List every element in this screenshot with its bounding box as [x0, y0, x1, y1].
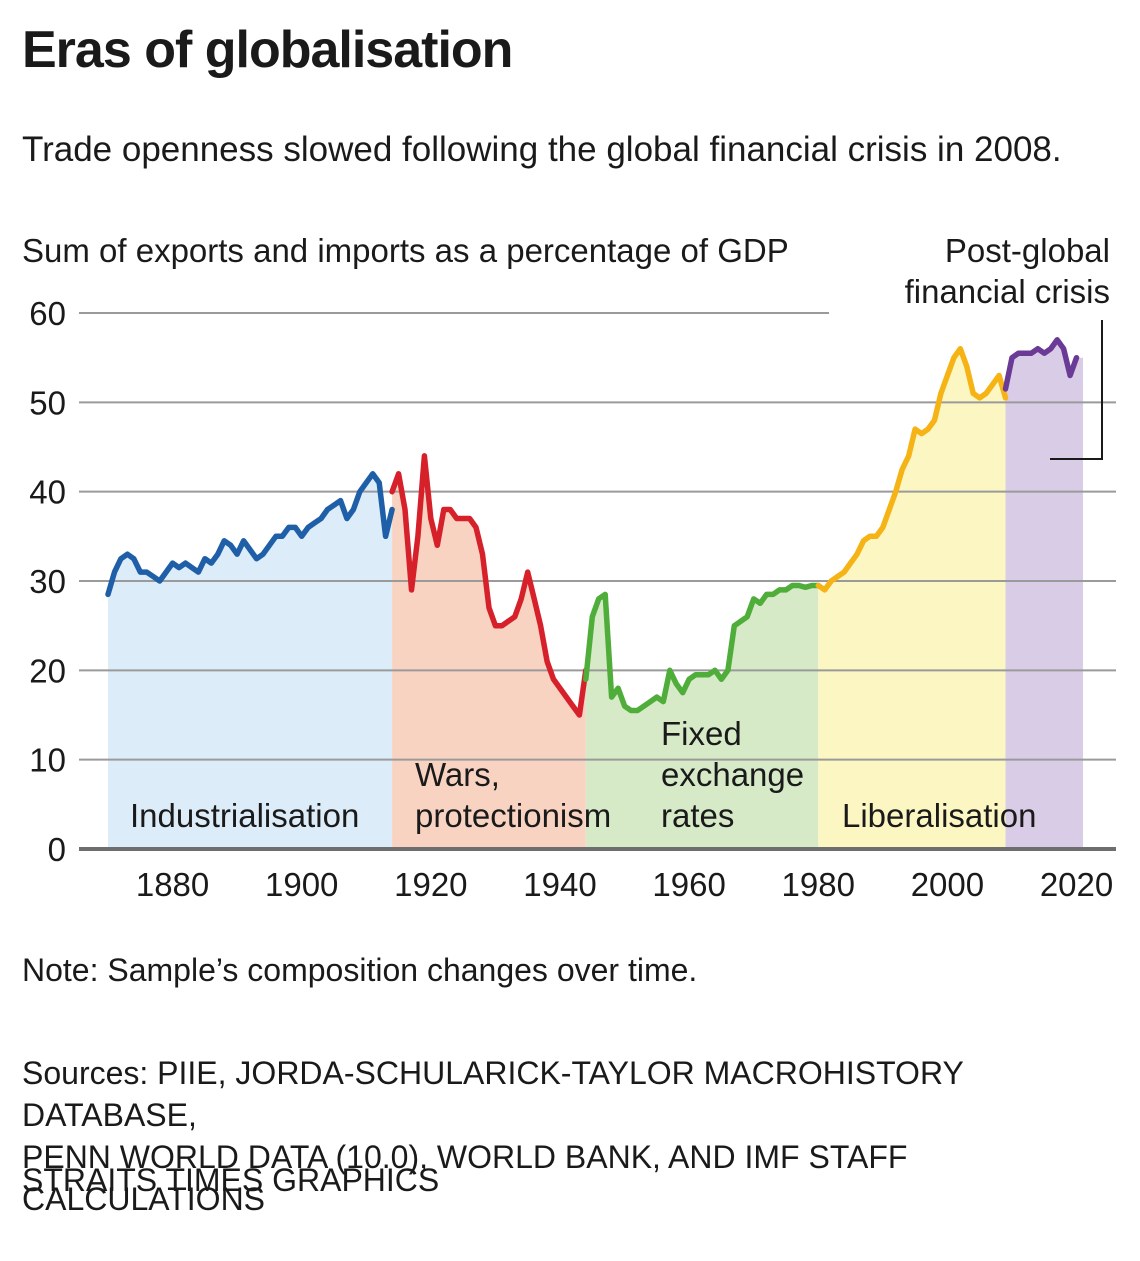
era-labels: Industrialisation Wars, protectionism Fixed… [130, 715, 1036, 834]
series-line-2 [583, 582, 822, 714]
y-tick-label: 20 [29, 652, 66, 689]
sources-line-1: Sources: PIIE, JORDA-SCHULARICK-TAYLOR M… [22, 1055, 964, 1133]
series-line-4 [1002, 337, 1080, 392]
x-tick-label: 1960 [652, 866, 725, 903]
era-fill-1 [392, 455, 586, 849]
era-label: exchange [661, 756, 804, 793]
sources: Sources: PIIE, JORDA-SCHULARICK-TAYLOR M… [22, 1052, 1140, 1220]
x-tick-label: 1980 [782, 866, 855, 903]
gridlines [79, 312, 1116, 761]
y-tick-label: 10 [29, 742, 66, 779]
era-label: Liberalisation [842, 797, 1036, 834]
annotation: Post-global financial crisis [905, 232, 1110, 460]
x-tick-label: 1940 [523, 866, 596, 903]
x-tick-label: 1920 [394, 866, 467, 903]
series-line-1 [389, 453, 589, 718]
annotation-bracket [1050, 320, 1103, 460]
era-label: Fixed [661, 715, 742, 752]
era-fill-3 [818, 348, 1006, 849]
y-axis-label: Sum of exports and imports as a percenta… [22, 232, 789, 269]
sources-line-2: PENN WORLD DATA (10.0), WORLD BANK, AND … [22, 1139, 908, 1217]
annotation-line-1: Post-global [945, 232, 1110, 269]
chart-area: 0 10 20 30 40 50 60 1880 1900 1920 1940 1960 1980 20… [22, 232, 1116, 903]
y-tick-labels: 0 10 20 30 40 50 60 [29, 295, 66, 868]
era-label: rates [661, 797, 734, 834]
y-tick-label: 60 [29, 295, 66, 332]
chart-subtitle: Trade openness slowed following the glob… [22, 130, 1062, 169]
x-tick-label: 2000 [911, 866, 984, 903]
era-label: protectionism [415, 797, 611, 834]
y-tick-label: 50 [29, 384, 66, 421]
era-fill-2 [585, 585, 819, 849]
series-lines [105, 337, 1080, 718]
credit: STRAITS TIMES GRAPHICS [22, 1162, 440, 1198]
y-tick-label: 0 [48, 831, 66, 868]
x-tick-label: 1900 [265, 866, 338, 903]
era-label: Wars, [415, 756, 500, 793]
x-tick-labels: 1880 1900 1920 1940 1960 1980 2000 2020 [136, 866, 1113, 903]
x-tick-label: 1880 [136, 866, 209, 903]
annotation-line-2: financial crisis [905, 273, 1110, 310]
era-label: Industrialisation [130, 797, 359, 834]
era-fill-0 [108, 473, 393, 849]
series-line-3 [815, 345, 1009, 593]
y-tick-label: 30 [29, 563, 66, 600]
y-tick-label: 40 [29, 474, 66, 511]
note: Note: Sample’s composition changes over … [22, 952, 698, 988]
x-tick-label: 2020 [1040, 866, 1113, 903]
series-line-0 [105, 471, 395, 598]
era-fill-4 [1005, 339, 1083, 849]
chart-title: Eras of globalisation [22, 21, 513, 79]
